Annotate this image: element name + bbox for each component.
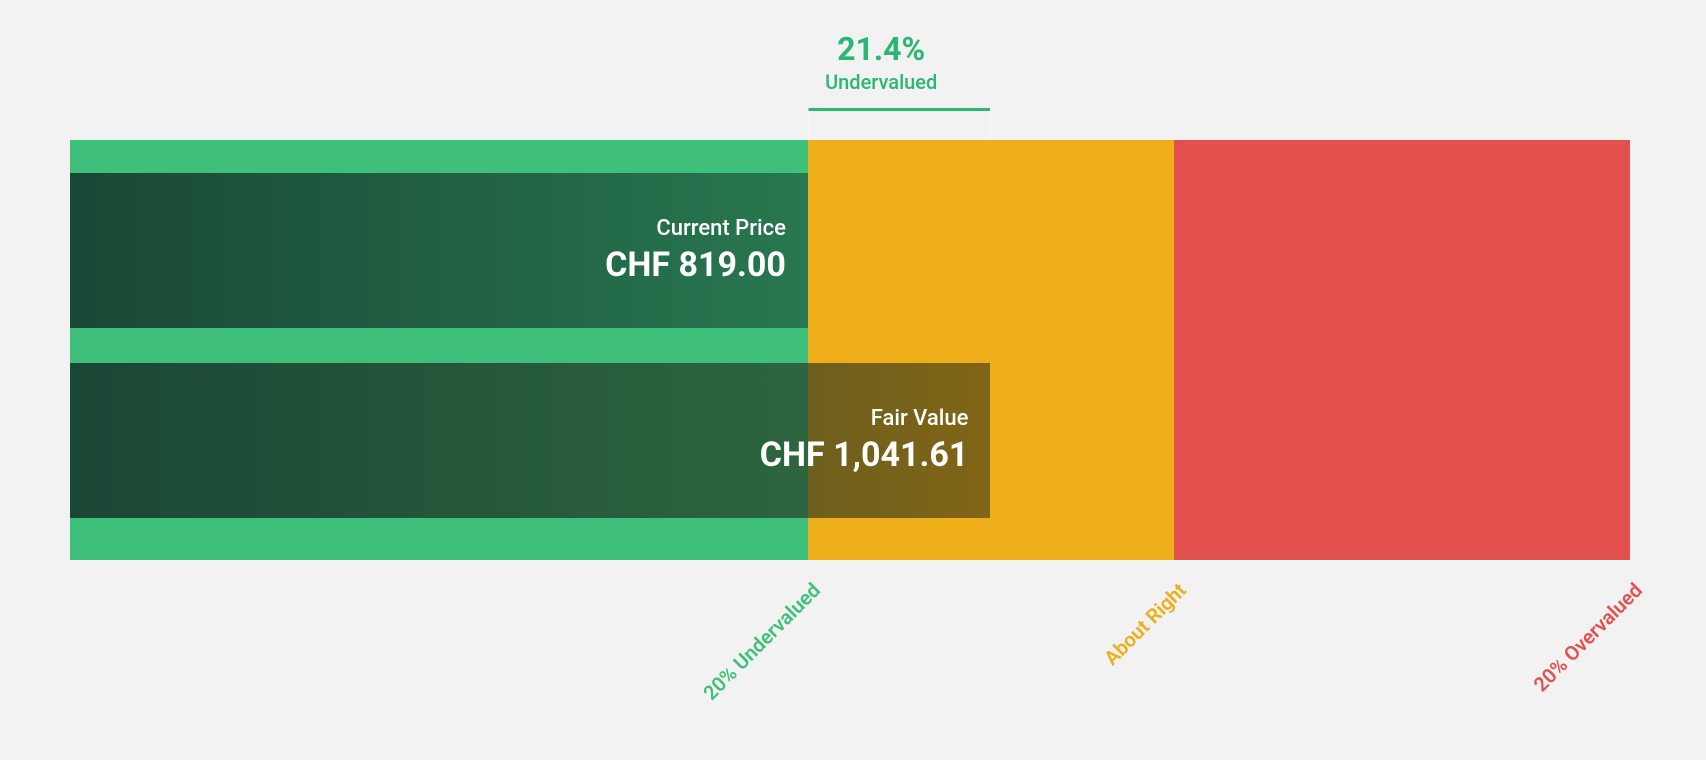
valuation-header: 21.4% Undervalued [791,30,971,94]
valuation-chart: 21.4% Undervalued Current Price CHF 819.… [70,30,1630,730]
fair-value-bar: Fair Value CHF 1,041.61 [70,363,990,518]
valuation-status: Undervalued [791,70,971,94]
valuation-percent: 21.4% [791,30,971,68]
fair-value-value: CHF 1,041.61 [760,435,969,475]
current-price-label: Current Price [656,216,785,241]
current-price-bar: Current Price CHF 819.00 [70,173,808,328]
zone-label-undervalued: 20% Undervalued [666,578,824,736]
zone-label-overvalued: 20% Overvalued [1489,578,1647,736]
valuation-header-underline [808,108,991,111]
zone-overvalued [1174,140,1630,560]
fair-value-label: Fair Value [871,406,969,431]
zone-label-about-right: About Right [1033,578,1191,736]
current-price-value: CHF 819.00 [605,245,786,285]
